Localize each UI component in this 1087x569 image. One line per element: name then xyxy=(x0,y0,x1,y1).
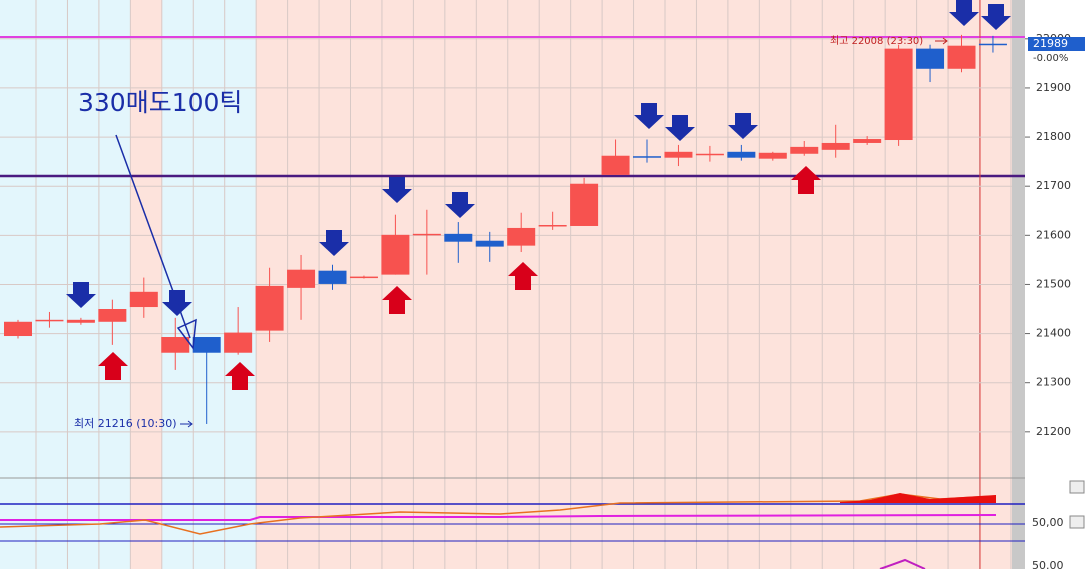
indicator-level: 50,00 xyxy=(1032,516,1064,529)
annotation-arrowhead xyxy=(176,318,197,350)
candle-body xyxy=(475,240,504,247)
low-label: 최저 21216 (10:30) xyxy=(74,417,177,430)
candle-body xyxy=(758,152,787,159)
candle-body xyxy=(633,156,661,158)
high-label: 최고 22008 (23:30) xyxy=(830,35,923,47)
y-tick-label: 21300 xyxy=(1036,376,1071,389)
indicator-curve xyxy=(0,514,997,521)
candle-body xyxy=(444,233,473,242)
y-tick-label: 21400 xyxy=(1036,327,1071,340)
sell-arrow xyxy=(634,103,664,129)
sell-arrow xyxy=(665,115,695,141)
candle-body xyxy=(98,309,127,322)
candle-body xyxy=(129,291,158,308)
y-tick-label: 21500 xyxy=(1036,277,1071,290)
candle-body xyxy=(507,227,536,246)
panel-button[interactable] xyxy=(1069,480,1085,494)
sell-arrow xyxy=(728,113,758,139)
annotation-text: 330매도100틱 xyxy=(78,88,242,117)
annotation-arrow xyxy=(115,134,191,339)
indicator-level: 50.00 xyxy=(1032,559,1064,569)
candle-body xyxy=(4,321,32,337)
scrollbar xyxy=(1012,0,1025,569)
indicator-panel xyxy=(0,480,1085,569)
panel-button[interactable] xyxy=(1069,515,1085,529)
sell-arrow xyxy=(319,230,349,256)
low-pointer xyxy=(180,420,193,428)
y-tick-label: 21600 xyxy=(1036,228,1071,241)
sell-arrow xyxy=(66,282,96,308)
candle-body xyxy=(66,319,95,323)
candles xyxy=(4,34,1007,424)
candle-body xyxy=(853,139,882,143)
y-tick-label: 21200 xyxy=(1036,425,1071,438)
change-label: -0.00% xyxy=(1033,53,1068,64)
candle-body xyxy=(916,48,945,69)
buy-signals xyxy=(98,166,821,390)
candle-body xyxy=(35,319,64,322)
last-price: 21989 xyxy=(1033,37,1068,50)
candle-body xyxy=(224,332,253,353)
y-tick-label: 21900 xyxy=(1036,81,1071,94)
price-box xyxy=(1028,37,1085,51)
sell-arrow xyxy=(445,192,475,218)
y-tick-label: 21800 xyxy=(1036,130,1071,143)
candle-body xyxy=(790,146,819,154)
buy-arrow xyxy=(382,286,412,314)
y-tick-label: 21700 xyxy=(1036,179,1071,192)
buy-arrow xyxy=(98,352,128,380)
sell-arrow xyxy=(981,4,1011,30)
candle-body xyxy=(947,45,976,69)
candle-body xyxy=(161,337,190,353)
candle-body xyxy=(287,269,316,288)
candle-body xyxy=(664,151,693,158)
sell-arrow xyxy=(382,177,412,203)
candle-body xyxy=(538,224,567,227)
candle-body xyxy=(349,276,378,279)
signal-annotation: 330매도100틱 xyxy=(78,88,242,350)
indicator-curve xyxy=(879,558,926,569)
candle-body xyxy=(601,155,630,175)
candle-body xyxy=(192,337,221,353)
buy-arrow xyxy=(225,362,255,390)
high-pointer xyxy=(935,37,948,45)
candle-body xyxy=(978,43,1007,46)
buy-arrow xyxy=(791,166,821,194)
candle-body xyxy=(381,234,410,275)
sell-arrow xyxy=(949,0,979,26)
candle-body xyxy=(255,285,284,331)
candle-body xyxy=(821,142,850,150)
candle-body xyxy=(318,270,347,284)
axis-background xyxy=(1025,0,1087,569)
buy-arrow xyxy=(508,262,538,290)
indicator-area xyxy=(840,493,996,503)
candle-body xyxy=(695,153,724,156)
candle-body xyxy=(570,183,599,226)
y-axis: 21200 21300 21400 21500 21600 21700 21800 21900… xyxy=(1025,32,1071,438)
candle-body xyxy=(884,48,913,141)
candle-body xyxy=(727,151,756,158)
candle-body xyxy=(412,233,441,236)
grid xyxy=(0,38,1012,433)
